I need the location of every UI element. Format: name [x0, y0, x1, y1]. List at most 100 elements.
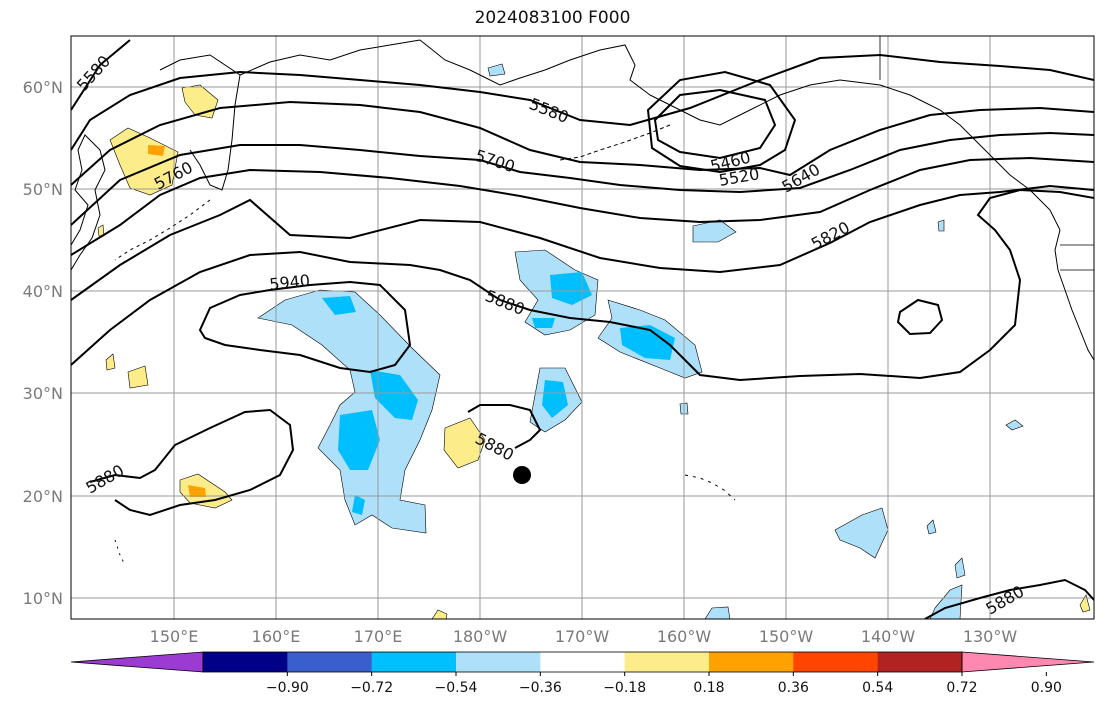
latitude-label: 30°N: [23, 384, 63, 403]
latitude-label: 20°N: [23, 487, 63, 506]
colorbar-segment: [540, 652, 626, 672]
blue-core-central-4: [352, 495, 365, 515]
colorbar-tick-label: 0.72: [946, 680, 977, 696]
blue-speck-4: [1005, 419, 1024, 431]
longitude-label: 130°W: [963, 627, 1018, 646]
contour-5580-west: [71, 39, 131, 111]
orange-core-sw: [188, 485, 206, 497]
contour-5580-north: [71, 53, 1094, 151]
latitude-labels: 60°N 50°N 40°N 30°N 20°N 10°N: [23, 78, 63, 608]
contour-5940: [198, 280, 412, 374]
coast-chukotka: [419, 39, 546, 86]
colorbar-tick-label: 0.54: [862, 680, 893, 696]
yellow-region-n: [181, 84, 219, 119]
longitude-label: 140°W: [861, 627, 916, 646]
contour-5460: [653, 88, 777, 160]
contour-5880-loop: [896, 298, 944, 336]
colorbar-extend-low: [70, 651, 204, 673]
blue-speck-1: [487, 63, 506, 77]
blue-speck-3: [937, 219, 945, 232]
coastlines: [71, 36, 1094, 566]
blue-speck-5: [926, 519, 937, 535]
contour-5880-main: [71, 188, 1094, 382]
contour-5760: [71, 156, 1094, 256]
blue-core-central-3: [322, 296, 356, 315]
coast-asia: [71, 134, 106, 271]
yellow-speck-4: [431, 609, 448, 619]
colorbar-tick-label: 0.90: [1031, 680, 1062, 696]
colorbar-segment: [371, 652, 457, 672]
contour-5880-center: [467, 404, 542, 449]
latitude-label: 50°N: [23, 180, 63, 199]
colorbar-segment: [793, 652, 879, 672]
coast-kamchatka: [159, 54, 241, 191]
longitude-label: 170°W: [555, 627, 610, 646]
colorbar-tick-label: −0.90: [266, 680, 309, 696]
contour-5820: [71, 184, 1094, 301]
colorbar-tick-label: −0.72: [350, 680, 393, 696]
colorbar-segment: [456, 652, 541, 672]
blue-speck-6: [954, 557, 966, 579]
blue-region-se: [834, 507, 889, 559]
longitude-label: 160°W: [657, 627, 712, 646]
colorbar: −0.90 −0.72 −0.54 −0.36 −0.18 0.18 0.36 0.54 0.7…: [70, 651, 1095, 696]
contour-5880-se: [924, 578, 1094, 619]
blue-region-bottom: [704, 606, 731, 619]
blue-region-central: [257, 289, 441, 534]
colorbar-segment: [709, 652, 794, 672]
colorbar-tick-label: −0.54: [435, 680, 478, 696]
colorbar-segment: [877, 652, 963, 672]
contour-5700: [71, 131, 1094, 226]
map-frame: [70, 35, 1095, 620]
longitude-label: 150°E: [150, 627, 199, 646]
height-contours: [71, 39, 1094, 619]
colorbar-segment: [624, 652, 710, 672]
yellow-speck-1: [127, 365, 149, 389]
blue-core-north-2: [532, 318, 555, 328]
blue-core-central-2: [338, 410, 380, 470]
colorbar-tick-label: 0.36: [778, 680, 809, 696]
contour-5640: [71, 100, 1094, 186]
yellow-region-center: [443, 417, 486, 469]
blue-core-east: [620, 325, 675, 360]
location-marker: [513, 466, 531, 484]
colorbar-segment: [203, 652, 288, 672]
map-panel: 5580 5580 5760 5700 5460 5520 5640 5820 …: [71, 36, 1094, 619]
longitude-label: 160°E: [252, 627, 301, 646]
coast-alaska-west: [544, 44, 651, 96]
yellow-speck-3: [97, 224, 105, 237]
colorbar-tick-label: −0.36: [519, 680, 562, 696]
latitude-label: 10°N: [23, 589, 63, 608]
coast-borders: [879, 36, 1094, 271]
blue-core-central: [370, 370, 418, 420]
coast-na-west: [1054, 229, 1094, 361]
longitude-label: 180°W: [453, 627, 508, 646]
coast-islands-west: [114, 539, 126, 566]
map-title: 2024083100 F000: [474, 8, 631, 28]
coast-hawaii: [684, 474, 736, 501]
shading-negative: [257, 63, 1024, 619]
blue-core-south: [542, 380, 568, 418]
contour-5880-sw: [89, 408, 295, 517]
colorbar-tick-label: 0.18: [693, 680, 724, 696]
latitude-label: 60°N: [23, 78, 63, 97]
longitude-label: 150°W: [759, 627, 814, 646]
colorbar-extend-high: [961, 651, 1095, 673]
colorbar-outline: [202, 651, 963, 673]
longitude-labels: 150°E 160°E 170°E 180°W 170°W 160°W 150°W 140°W…: [150, 627, 1018, 646]
colorbar-tick-label: −0.18: [603, 680, 646, 696]
coast-alaska-south: [649, 79, 1061, 231]
yellow-region-nw: [109, 127, 179, 196]
latitude-label: 40°N: [23, 282, 63, 301]
yellow-speck-2: [105, 353, 116, 371]
coast-siberia: [239, 39, 421, 76]
orange-core-nw: [148, 145, 165, 156]
longitude-label: 170°E: [354, 627, 403, 646]
contour-5520: [646, 70, 797, 174]
colorbar-segment: [287, 652, 373, 672]
graticule: [71, 36, 1094, 619]
coast-aleutians: [559, 124, 671, 161]
contour-label: 5940: [268, 271, 310, 294]
blue-region-br: [929, 584, 963, 619]
